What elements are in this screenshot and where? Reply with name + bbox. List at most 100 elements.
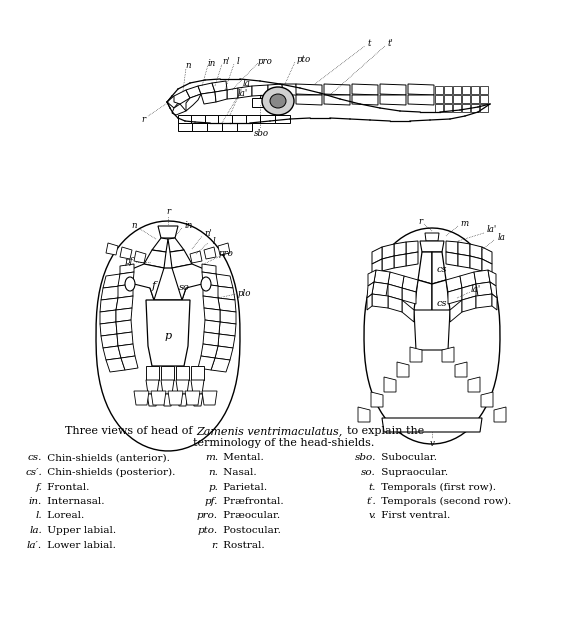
Text: la: la — [498, 232, 506, 242]
Text: l: l — [212, 237, 215, 245]
Text: t': t' — [387, 39, 393, 48]
Polygon shape — [190, 251, 202, 263]
Polygon shape — [191, 380, 204, 394]
Polygon shape — [238, 86, 252, 98]
Text: pro: pro — [219, 250, 233, 259]
Polygon shape — [470, 244, 482, 259]
Text: pto.: pto. — [198, 526, 218, 535]
Text: Chin-shields (posterior).: Chin-shields (posterior). — [44, 468, 176, 477]
Polygon shape — [481, 392, 493, 407]
Polygon shape — [204, 308, 220, 322]
Text: pro: pro — [257, 56, 273, 66]
Polygon shape — [172, 264, 216, 300]
Polygon shape — [372, 294, 388, 308]
Polygon shape — [116, 308, 132, 322]
Polygon shape — [146, 380, 159, 394]
Polygon shape — [168, 391, 183, 405]
Polygon shape — [203, 296, 220, 310]
Polygon shape — [211, 358, 230, 372]
Polygon shape — [219, 322, 236, 336]
Polygon shape — [121, 356, 138, 370]
Polygon shape — [116, 296, 133, 310]
Polygon shape — [101, 334, 118, 348]
Polygon shape — [324, 95, 350, 105]
Polygon shape — [460, 272, 476, 288]
Polygon shape — [178, 115, 191, 123]
Polygon shape — [218, 298, 236, 312]
Polygon shape — [186, 86, 201, 98]
Polygon shape — [218, 334, 235, 348]
Polygon shape — [435, 95, 443, 103]
Polygon shape — [418, 252, 432, 284]
Polygon shape — [455, 362, 467, 377]
Polygon shape — [192, 123, 207, 131]
Text: p: p — [165, 331, 172, 341]
Polygon shape — [471, 95, 479, 103]
Polygon shape — [488, 270, 496, 286]
Ellipse shape — [262, 87, 294, 115]
Polygon shape — [388, 296, 402, 312]
Polygon shape — [205, 115, 218, 123]
Text: First ventral.: First ventral. — [378, 511, 450, 520]
Polygon shape — [435, 104, 443, 112]
Text: l.: l. — [35, 511, 42, 520]
Polygon shape — [476, 294, 492, 308]
Text: la': la' — [471, 285, 481, 294]
Text: pf: pf — [124, 257, 133, 267]
Polygon shape — [215, 346, 233, 360]
Polygon shape — [432, 252, 446, 284]
Polygon shape — [118, 284, 133, 298]
Polygon shape — [444, 95, 452, 103]
Polygon shape — [446, 241, 458, 254]
Polygon shape — [220, 310, 236, 324]
Text: v: v — [429, 438, 435, 448]
Polygon shape — [191, 366, 204, 380]
Polygon shape — [252, 98, 268, 107]
Polygon shape — [144, 250, 166, 268]
Polygon shape — [201, 92, 216, 104]
Polygon shape — [222, 123, 237, 131]
Polygon shape — [380, 95, 406, 105]
Polygon shape — [101, 286, 120, 300]
Polygon shape — [212, 81, 227, 92]
Polygon shape — [204, 320, 220, 334]
Text: in.: in. — [29, 497, 42, 506]
Polygon shape — [371, 392, 383, 407]
Polygon shape — [450, 300, 462, 322]
Text: Parietal.: Parietal. — [220, 483, 267, 491]
Polygon shape — [246, 115, 260, 123]
Polygon shape — [120, 247, 132, 259]
Polygon shape — [268, 84, 283, 95]
Polygon shape — [382, 256, 394, 271]
Polygon shape — [198, 356, 215, 370]
Text: t.: t. — [369, 483, 376, 491]
Text: Chin-shields (anterior).: Chin-shields (anterior). — [44, 453, 170, 463]
Polygon shape — [397, 362, 409, 377]
Polygon shape — [147, 394, 158, 406]
Text: f.: f. — [35, 483, 42, 491]
Polygon shape — [425, 233, 439, 241]
Text: terminology of the head-shields.: terminology of the head-shields. — [193, 438, 375, 448]
Polygon shape — [372, 247, 382, 264]
Polygon shape — [103, 274, 120, 288]
Polygon shape — [408, 84, 434, 95]
Text: n: n — [131, 222, 137, 230]
Text: Zamenis ventrimaculatus,: Zamenis ventrimaculatus, — [196, 426, 343, 436]
Polygon shape — [296, 95, 322, 105]
Polygon shape — [446, 276, 462, 292]
Polygon shape — [117, 332, 133, 346]
Text: r: r — [141, 115, 145, 123]
Polygon shape — [462, 86, 470, 94]
Text: in: in — [185, 222, 193, 230]
Polygon shape — [406, 252, 418, 266]
Polygon shape — [442, 347, 454, 362]
Ellipse shape — [270, 94, 286, 108]
Polygon shape — [252, 85, 268, 96]
Text: cs.: cs. — [28, 453, 42, 463]
Polygon shape — [480, 104, 488, 112]
Text: la.: la. — [29, 526, 42, 535]
Polygon shape — [201, 344, 218, 358]
Polygon shape — [168, 238, 184, 252]
Polygon shape — [118, 344, 135, 358]
Text: Præfrontal.: Præfrontal. — [220, 497, 283, 506]
